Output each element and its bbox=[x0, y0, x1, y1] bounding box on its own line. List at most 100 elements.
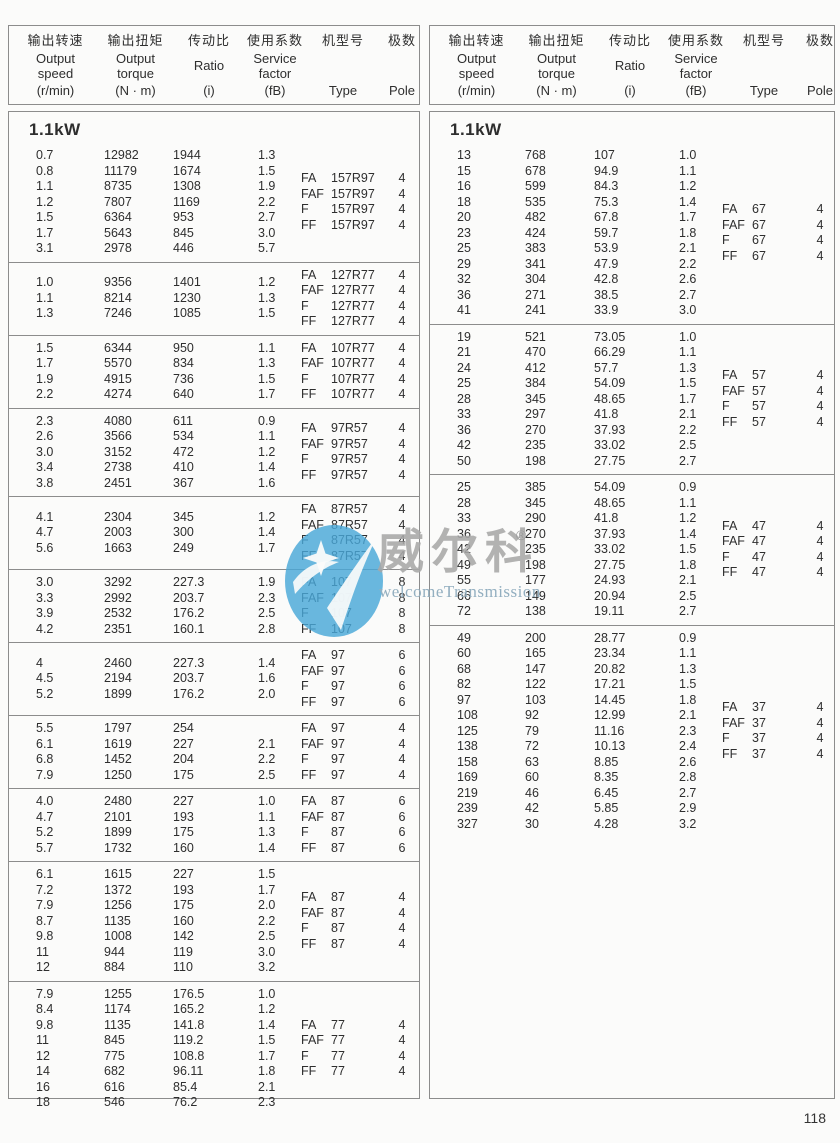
cell-output-speed: 6.1 bbox=[36, 736, 54, 751]
cell-output-speed: 108 bbox=[457, 708, 478, 722]
cell-output-speed: 5.6 bbox=[36, 540, 54, 555]
pole-value: 8 bbox=[398, 621, 406, 636]
cell-service-factor: 1.5 bbox=[679, 376, 697, 390]
type-label: FA 47 bbox=[722, 519, 806, 535]
type-model: 87 bbox=[331, 890, 345, 905]
column-ratio: 227.3 203.7 176.2 160.1 bbox=[169, 575, 249, 637]
cell-service-factor: 2.2 bbox=[258, 194, 276, 209]
cell-ratio: 20.94 bbox=[594, 588, 626, 603]
cell-service-factor: 1.1 bbox=[258, 809, 276, 824]
header-label-zh: 输出扭矩 bbox=[107, 33, 164, 48]
cell-ratio: 176.2 bbox=[173, 686, 205, 701]
type-prefix: FA bbox=[722, 202, 738, 217]
column-type: FA 157R97 FAF 157R97 F 157R97 FF 157R97 bbox=[301, 171, 385, 233]
header-label-en-line: Service bbox=[253, 50, 297, 66]
column-ratio: 73.05 66.29 57.7 54.09 48.65 41.8 37.93 33.02 27… bbox=[590, 330, 670, 470]
type-model: 97R57 bbox=[331, 421, 368, 436]
type-prefix: FAF bbox=[301, 436, 324, 451]
cell-output-torque: 845 bbox=[104, 1033, 125, 1047]
column-type: FA 87 FAF 87 F 87 FF 87 bbox=[301, 890, 385, 952]
cell-output-torque: 4080 bbox=[104, 413, 132, 428]
cell-service-factor: 2.0 bbox=[258, 686, 276, 701]
header-unit-label: (i) bbox=[624, 83, 636, 98]
type-prefix: FF bbox=[301, 387, 317, 401]
cell-output-torque: 944 bbox=[104, 944, 125, 959]
spec-block: 4.0 4.7 5.2 5.7 2480 2101 1899 1732 227 193 175 160… bbox=[9, 788, 419, 861]
cell-service-factor: 0.9 bbox=[258, 413, 276, 428]
type-label: F 87R57 bbox=[301, 533, 385, 549]
cell-output-torque: 1899 bbox=[104, 686, 132, 701]
column-output-torque: 2460 2194 1899 bbox=[102, 656, 169, 703]
column-output-torque: 200 165 147 122 103 92 79 72 63 60 46 42 30 bbox=[523, 631, 590, 833]
cell-service-factor: 1.5 bbox=[679, 542, 697, 556]
type-model: 157R97 bbox=[331, 171, 375, 186]
table-body-left: 1.1kW 0.7 0.8 1.1 1.2 1.5 1.7 3.1 12982 11179 8735… bbox=[8, 111, 420, 1109]
cell-service-factor: 2.7 bbox=[258, 210, 276, 224]
cell-service-factor: 1.7 bbox=[258, 1048, 276, 1063]
type-label: FA 97R57 bbox=[301, 421, 385, 437]
cell-output-torque: 235 bbox=[525, 438, 546, 452]
cell-output-torque: 616 bbox=[104, 1079, 125, 1094]
type-prefix: FF bbox=[301, 936, 317, 951]
cell-output-torque: 884 bbox=[104, 960, 125, 974]
cell-service-factor: 2.6 bbox=[679, 272, 697, 286]
header-label-en-line: Output bbox=[536, 50, 577, 66]
power-rating-label: 1.1kW bbox=[29, 120, 81, 139]
pole-value: 4 bbox=[398, 314, 406, 328]
type-model: 57 bbox=[752, 399, 766, 414]
column-output-torque: 521 470 412 384 345 297 270 235 198 bbox=[523, 330, 590, 470]
cell-service-factor: 1.2 bbox=[679, 179, 697, 193]
type-prefix: F bbox=[722, 731, 730, 746]
cell-output-speed: 25 bbox=[457, 241, 471, 255]
type-prefix: FA bbox=[722, 518, 738, 533]
cell-output-speed: 50 bbox=[457, 453, 471, 468]
column-type: FA 87R57 FAF 87R57 F 87R57 FF 87R57 bbox=[301, 502, 385, 564]
type-label: F 47 bbox=[722, 550, 806, 566]
cell-output-torque: 270 bbox=[525, 422, 546, 437]
cell-output-torque: 1256 bbox=[104, 898, 132, 912]
type-label: FF 57 bbox=[722, 415, 806, 431]
type-model: 87R57 bbox=[331, 502, 368, 516]
cell-service-factor: 1.7 bbox=[258, 540, 276, 555]
pole-value: 4 bbox=[398, 186, 406, 201]
type-label: F 67 bbox=[722, 233, 806, 249]
pole-value: 4 bbox=[398, 467, 406, 482]
pole-value: 8 bbox=[398, 575, 406, 589]
cell-service-factor: 1.1 bbox=[679, 495, 697, 510]
column-output-speed: 2.3 2.6 3.0 3.4 3.8 bbox=[9, 414, 102, 492]
cell-output-speed: 13 bbox=[457, 148, 471, 162]
spec-block: 4 4.5 5.2 2460 2194 1899 227.3 203.7 176.2 1.4 1.6… bbox=[9, 642, 419, 715]
pole-value: 6 bbox=[398, 679, 406, 693]
cell-ratio: 27.75 bbox=[594, 453, 626, 468]
cell-ratio: 1230 bbox=[173, 290, 201, 305]
cell-ratio: 23.34 bbox=[594, 646, 626, 660]
cell-output-torque: 599 bbox=[525, 179, 546, 193]
type-model: 107 bbox=[331, 575, 352, 589]
column-ratio: 227.3 203.7 176.2 bbox=[169, 656, 249, 703]
type-model: 97 bbox=[331, 648, 345, 662]
cell-ratio: 160 bbox=[173, 840, 194, 855]
column-type: FA 57 FAF 57 F 57 FF 57 bbox=[722, 368, 806, 430]
pole-value: 4 bbox=[398, 217, 406, 232]
cell-output-speed: 11 bbox=[36, 1033, 49, 1047]
cell-ratio: 953 bbox=[173, 210, 194, 224]
cell-output-torque: 1797 bbox=[104, 721, 132, 735]
cell-output-torque: 4274 bbox=[104, 387, 132, 401]
spec-block: 19 21 24 25 28 33 36 42 50 521 470 412 384 345 297 270 2… bbox=[430, 323, 834, 475]
pole-value: 4 bbox=[398, 890, 406, 905]
cell-service-factor: 2.5 bbox=[258, 606, 276, 620]
cell-output-speed: 19 bbox=[457, 329, 471, 344]
cell-output-speed: 49 bbox=[457, 557, 471, 572]
cell-service-factor: 1.2 bbox=[258, 275, 276, 290]
cell-output-torque: 470 bbox=[525, 345, 546, 359]
cell-output-torque: 1452 bbox=[104, 752, 132, 766]
header-label-en-line: speed bbox=[458, 65, 495, 81]
type-model: 107 bbox=[331, 606, 352, 620]
type-label: FA 87R57 bbox=[301, 502, 385, 518]
column-ratio: 950 834 736 640 bbox=[169, 341, 249, 403]
pole-value: 4 bbox=[816, 746, 824, 761]
pole-value: 4 bbox=[816, 700, 824, 715]
header-col-pole: 极数 Pole bbox=[385, 33, 419, 98]
